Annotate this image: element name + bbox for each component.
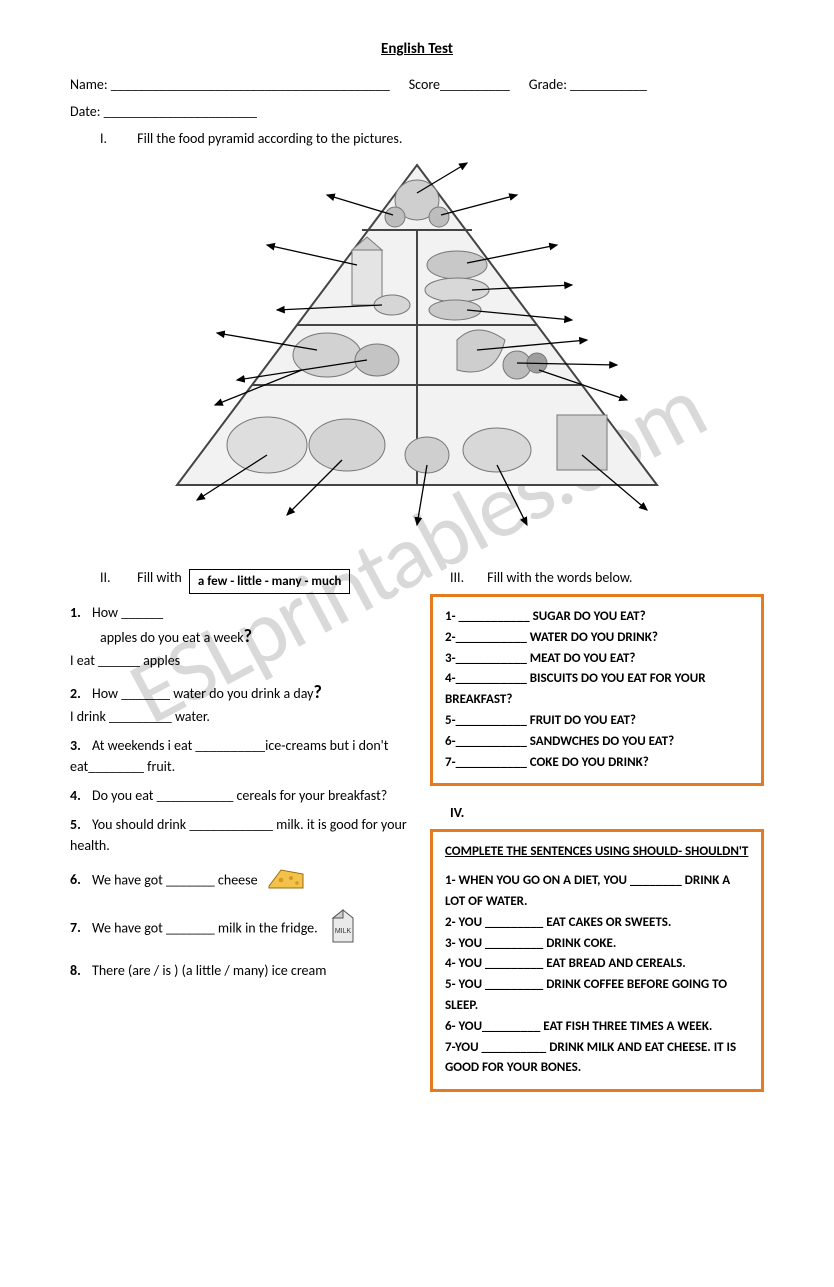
s4-l6[interactable]: 6- YOU_________ EAT FISH THREE TIMES A W… — [445, 1017, 749, 1038]
name-field[interactable]: Name: __________________________________… — [70, 76, 390, 93]
s4-l3[interactable]: 3- YOU _________ DRINK COKE. — [445, 934, 749, 955]
q2-6t: We have got _______ cheese — [92, 871, 258, 888]
cheese-icon — [267, 864, 305, 898]
s4-l2[interactable]: 2- YOU _________ EAT CAKES OR SWEETS. — [445, 913, 749, 934]
section-3-intro: III. Fill with the words below. — [450, 569, 764, 586]
q2-4[interactable]: 4.Do you eat ___________ cereals for you… — [70, 785, 410, 806]
food-pyramid-diagram — [157, 155, 677, 545]
q2-2b: I drink _________ water. — [70, 708, 210, 725]
section-2: II. Fill with a few - little - many - mu… — [70, 569, 410, 1092]
section-3-box: 1- ___________ SUGAR DO YOU EAT? 2-_____… — [430, 594, 764, 786]
section-1-intro: I. Fill the food pyramid according to th… — [100, 130, 764, 147]
q2-7[interactable]: 7.We have got _______ milk in the fridge… — [70, 906, 410, 952]
q2-2a: How _______ water do you drink a day — [92, 685, 314, 702]
q2-5[interactable]: 5.You should drink ____________ milk. it… — [70, 814, 410, 856]
word-bank-box: a few - little - many - much — [189, 569, 351, 594]
q2-1b: apples do you eat a week — [100, 629, 244, 646]
roman-3: III. — [450, 569, 484, 586]
header-row-2: Date: ______________________ — [70, 103, 764, 120]
q2-1c: I eat ______ apples — [70, 652, 180, 669]
s3-l3[interactable]: 3-___________ MEAT DO YOU EAT? — [445, 649, 749, 670]
roman-4: IV. — [450, 804, 764, 821]
q2-6[interactable]: 6.We have got _______ cheese — [70, 864, 410, 898]
s4-l7[interactable]: 7-YOU __________ DRINK MILK AND EAT CHEE… — [445, 1038, 749, 1080]
milk-carton-icon: MILK — [327, 906, 359, 952]
s4-l4[interactable]: 4- YOU _________ EAT BREAD AND CEREALS. — [445, 954, 749, 975]
q2-5t: You should drink ____________ milk. it i… — [70, 816, 407, 854]
section-4-box: COMPLETE THE SENTENCES USING SHOULD- SHO… — [430, 829, 764, 1092]
q2-3t: At weekends i eat __________ice-creams b… — [70, 737, 388, 775]
s3-l6[interactable]: 6-___________ SANDWCHES DO YOU EAT? — [445, 732, 749, 753]
s3-l2[interactable]: 2-___________ WATER DO YOU DRINK? — [445, 628, 749, 649]
q2-2[interactable]: 2.How _______ water do you drink a day? … — [70, 679, 410, 727]
s3-l7[interactable]: 7-___________ COKE DO YOU DRINK? — [445, 753, 749, 774]
grade-field[interactable]: Grade: ___________ — [529, 76, 647, 93]
q2-4t: Do you eat ___________ cereals for your … — [92, 787, 387, 804]
roman-2: II. — [100, 569, 134, 586]
q2-8[interactable]: 8.There (are / is ) (a little / many) ic… — [70, 960, 410, 981]
s3-l5[interactable]: 5-___________ FRUIT DO YOU EAT? — [445, 711, 749, 732]
s3-l4[interactable]: 4-___________ BISCUITS DO YOU EAT FOR YO… — [445, 669, 749, 711]
score-field[interactable]: Score__________ — [409, 76, 510, 93]
q2-1a: How ______ — [92, 604, 163, 621]
section-2-intro: Fill with — [137, 569, 182, 586]
svg-text:MILK: MILK — [335, 928, 352, 935]
page-title: English Test — [70, 40, 764, 58]
s3-l1[interactable]: 1- ___________ SUGAR DO YOU EAT? — [445, 607, 749, 628]
q2-1[interactable]: 1.How ______ apples do you eat a week? I… — [70, 602, 410, 671]
q2-7t: We have got _______ milk in the fridge. — [92, 919, 318, 936]
s4-l1[interactable]: 1- WHEN YOU GO ON A DIET, YOU ________ D… — [445, 871, 749, 913]
s4-l5[interactable]: 5- YOU _________ DRINK COFFEE BEFORE GOI… — [445, 975, 749, 1017]
header-row-1: Name: __________________________________… — [70, 76, 764, 93]
s4-header: COMPLETE THE SENTENCES USING SHOULD- SHO… — [445, 842, 749, 863]
date-field[interactable]: Date: ______________________ — [70, 103, 257, 120]
roman-1: I. — [100, 130, 134, 147]
q2-3[interactable]: 3.At weekends i eat __________ice-creams… — [70, 735, 410, 777]
section-1-text: Fill the food pyramid according to the p… — [137, 130, 402, 147]
section-3-text: Fill with the words below. — [487, 569, 632, 586]
q2-8t: There (are / is ) (a little / many) ice … — [92, 962, 326, 979]
